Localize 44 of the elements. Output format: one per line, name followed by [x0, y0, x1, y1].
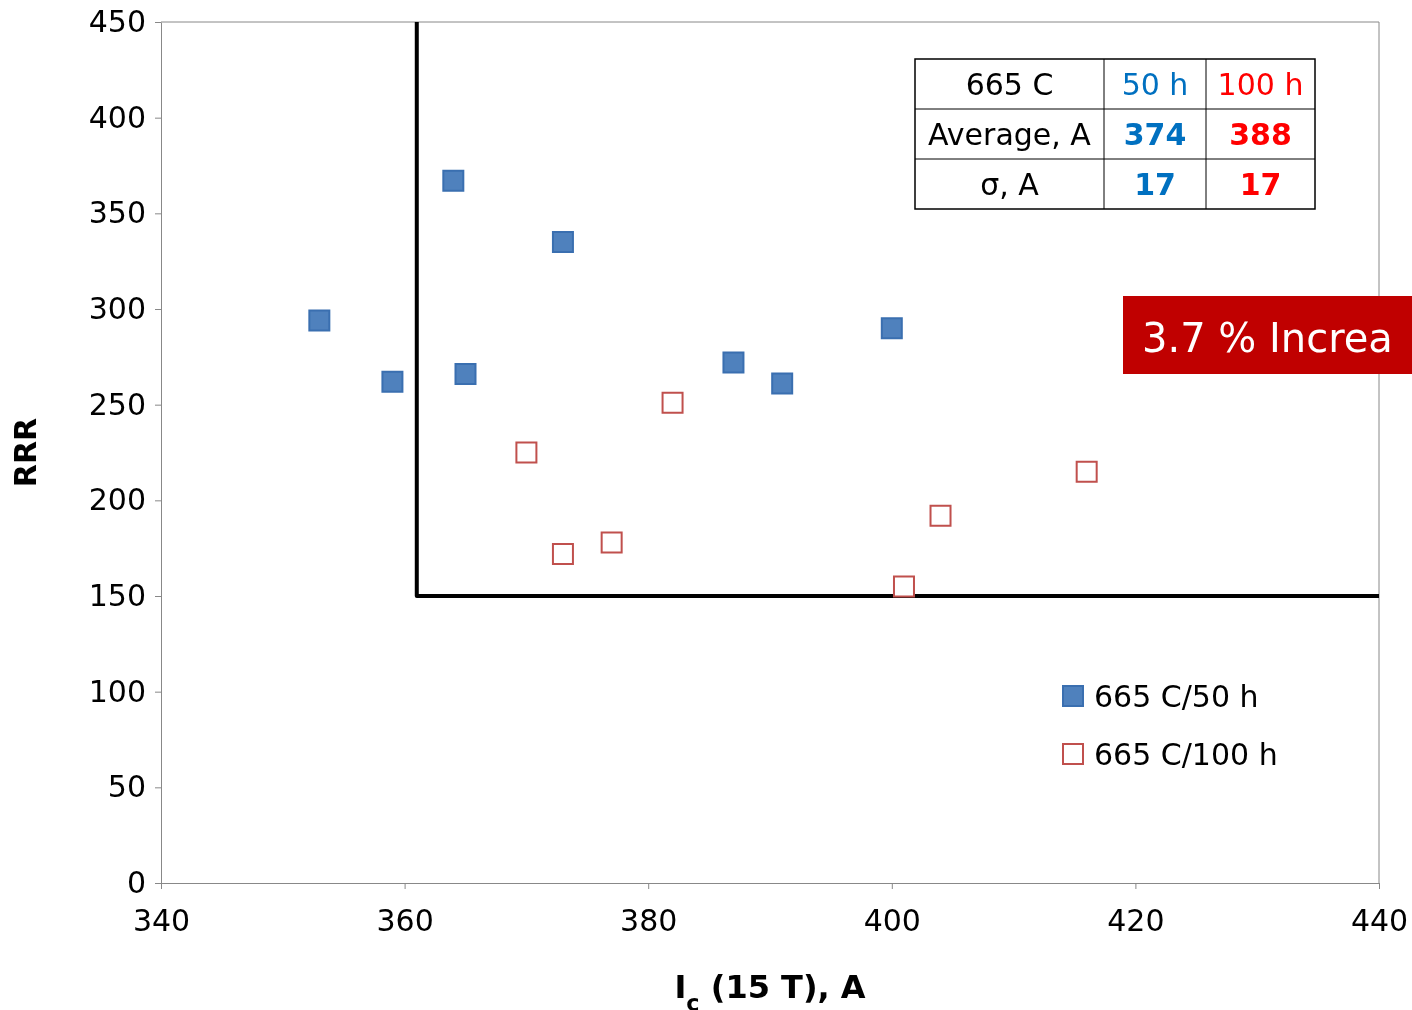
y-tick-label: 450 — [88, 4, 146, 40]
y-tick-label: 0 — [126, 865, 146, 901]
point — [880, 317, 903, 340]
point — [551, 231, 574, 254]
annotation: 17 — [1239, 167, 1282, 202]
annotation: σ, A — [980, 167, 1040, 202]
y-tick-label: 150 — [88, 578, 146, 614]
point — [308, 309, 331, 332]
y-tick-label: 350 — [88, 195, 146, 231]
annotation: 50 h — [1121, 67, 1189, 102]
point — [454, 363, 477, 386]
point — [771, 372, 794, 395]
point — [661, 391, 684, 414]
y-tick-label: 400 — [88, 99, 146, 135]
y-tick-label: 300 — [88, 291, 146, 327]
x-tick-label: 340 — [132, 903, 191, 938]
annotation: 100 h — [1217, 67, 1304, 102]
y-tick-label: 250 — [88, 386, 146, 422]
legend-label: 665 C/50 h — [1094, 679, 1259, 714]
annotation: 388 — [1229, 117, 1292, 152]
point — [442, 169, 465, 192]
legend-label: 665 C/100 h — [1094, 737, 1278, 772]
point — [515, 441, 538, 464]
point — [381, 370, 404, 393]
point — [929, 504, 952, 527]
annotation: 665 C — [965, 67, 1054, 102]
point — [1075, 460, 1098, 483]
y-axis-title: RRR — [8, 417, 43, 488]
annotation: Average, A — [928, 117, 1092, 152]
x-tick-label: 440 — [1350, 903, 1409, 938]
y-tick-label: 50 — [107, 769, 146, 805]
annotation: 374 — [1123, 117, 1187, 152]
point — [892, 575, 915, 598]
annotation: 3.7 % Increa — [1142, 315, 1393, 361]
point — [722, 351, 745, 374]
x-tick-label: 400 — [863, 903, 921, 938]
annotation: 17 — [1134, 167, 1176, 202]
x-tick-label: 380 — [620, 903, 678, 938]
x-tick-label: 360 — [376, 903, 434, 938]
point — [600, 531, 623, 554]
x-tick-label: 420 — [1107, 903, 1165, 938]
y-tick-label: 100 — [88, 673, 146, 709]
y-tick-label: 200 — [88, 482, 146, 518]
point — [551, 542, 574, 565]
